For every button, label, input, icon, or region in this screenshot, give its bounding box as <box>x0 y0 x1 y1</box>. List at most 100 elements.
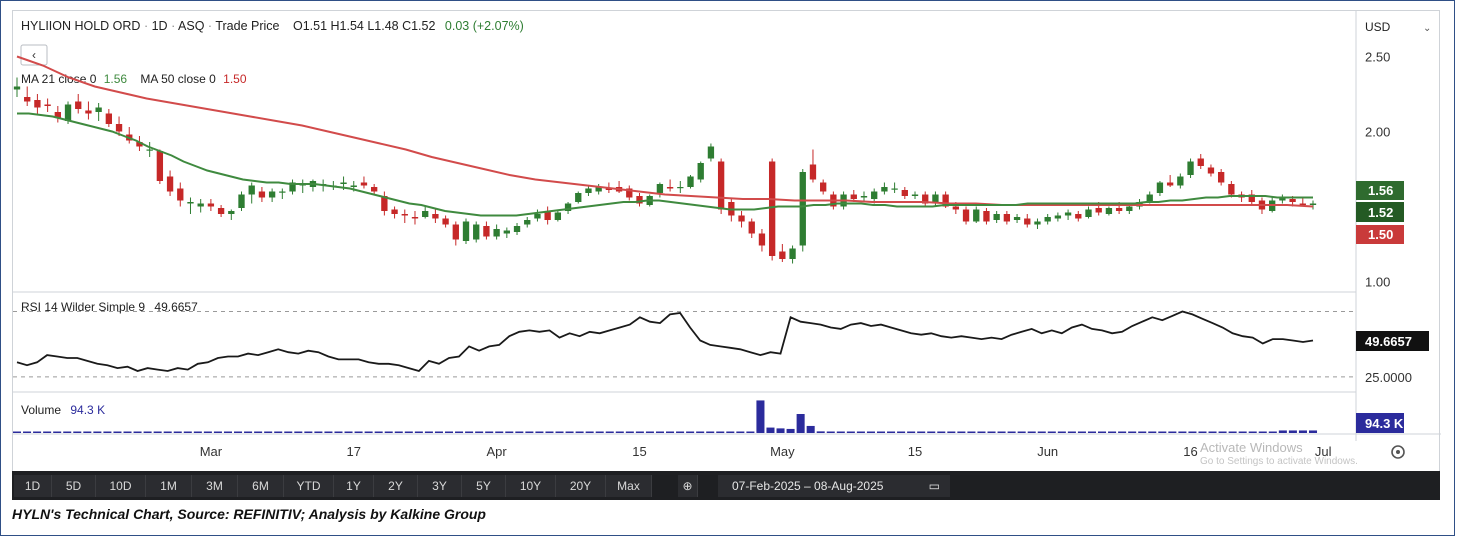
candle-body <box>289 182 296 192</box>
date-range-text: 07-Feb-2025 – 08-Aug-2025 <box>732 479 884 493</box>
timeframe-button-max[interactable]: Max <box>606 475 652 497</box>
volume-bar <box>726 431 735 433</box>
volume-bar <box>12 431 22 433</box>
volume-bar <box>43 431 52 433</box>
timeframe-button-1d[interactable]: 1D <box>14 475 52 497</box>
timeframe-button-5d[interactable]: 5D <box>52 475 96 497</box>
time-tick-label: Mar <box>200 444 223 459</box>
candle-body <box>1156 182 1164 193</box>
settings-gear-icon[interactable] <box>1391 445 1405 459</box>
ma50-badge <box>1356 225 1404 244</box>
timeframe-button-10y[interactable]: 10Y <box>506 475 556 497</box>
timeframe-button-3m[interactable]: 3M <box>192 475 238 497</box>
ma21-badge-text: 1.56 <box>1368 183 1393 198</box>
timeframe-button-1m[interactable]: 1M <box>146 475 192 497</box>
volume-bar <box>625 431 634 433</box>
candle-body <box>1013 217 1021 220</box>
time-tick-label: Apr <box>487 444 508 459</box>
candle-body <box>85 110 92 114</box>
timeframe-button-20y[interactable]: 20Y <box>556 475 606 497</box>
candle-body <box>1177 176 1184 186</box>
candle-body <box>1075 214 1082 219</box>
volume-bar <box>475 431 484 433</box>
candle-body <box>585 188 592 193</box>
close-badge-text: 1.52 <box>1368 205 1393 220</box>
candle-body <box>901 190 908 196</box>
candle-body <box>636 196 643 204</box>
candle-body <box>1095 208 1102 213</box>
candle-body <box>738 215 745 222</box>
candle-body <box>748 221 755 234</box>
volume-bar <box>525 431 534 433</box>
volume-bar <box>1037 431 1046 433</box>
volume-bar <box>696 431 705 433</box>
volume-bar <box>676 431 685 433</box>
volume-bar <box>133 431 142 433</box>
candle-body <box>187 202 194 204</box>
candle-body <box>381 196 388 211</box>
volume-bar <box>515 431 524 433</box>
volume-bar <box>1108 431 1117 433</box>
volume-bar <box>987 431 996 433</box>
volume-bar <box>414 431 423 433</box>
timeframe-button-3y[interactable]: 3Y <box>418 475 462 497</box>
volume-bar <box>796 414 805 433</box>
candle-body <box>911 194 919 196</box>
candle-body <box>442 218 449 225</box>
timeframe-button-2y[interactable]: 2Y <box>374 475 418 497</box>
candle-body <box>1105 208 1113 214</box>
volume-bar <box>947 431 956 433</box>
volume-bar <box>605 431 614 433</box>
volume-bar <box>666 431 675 433</box>
chart-svg[interactable]: HYLIION HOLD ORD · 1D · ASQ · Trade Pric… <box>12 11 1441 471</box>
timeframe-button-1y[interactable]: 1Y <box>334 475 374 497</box>
volume-bar <box>1077 431 1086 433</box>
timeframe-button-5y[interactable]: 5Y <box>462 475 506 497</box>
volume-bar <box>1118 431 1127 433</box>
volume-bar <box>33 431 42 433</box>
candle-body <box>860 196 868 198</box>
calendar-icon[interactable]: ▭ <box>928 479 940 493</box>
timeframe-button-ytd[interactable]: YTD <box>284 475 334 497</box>
volume-bar <box>1047 431 1056 433</box>
volume-bar <box>434 431 443 433</box>
volume-bar <box>555 431 564 433</box>
chevron-down-icon[interactable]: ⌄ <box>1423 23 1431 34</box>
currency-label[interactable]: USD <box>1365 20 1391 34</box>
volume-bar <box>1228 431 1237 433</box>
volume-bar <box>907 431 916 433</box>
volume-bar <box>63 431 72 433</box>
volume-bar <box>183 431 192 433</box>
volume-bar <box>1298 430 1307 433</box>
candle-body <box>391 209 398 214</box>
candle-body <box>656 184 664 193</box>
rsi-badge <box>1356 331 1429 351</box>
volume-bar <box>826 431 835 433</box>
add-timeframe-button[interactable]: ⊕ <box>678 475 698 497</box>
candle-body <box>952 206 959 210</box>
candle-body <box>871 191 878 199</box>
volume-bar <box>103 431 112 433</box>
volume-bar <box>324 431 333 433</box>
timeframe-button-10d[interactable]: 10D <box>96 475 146 497</box>
candle-body <box>64 104 72 121</box>
timeframe-toolbar: 1D 5D 10D 1M 3M 6M YTD 1Y 2Y 3Y 5Y 10Y 20Y Max ⊕ 07-F… <box>12 471 1440 500</box>
volume-bar <box>635 431 644 433</box>
volume-bar <box>374 431 383 433</box>
timeframe-button-6m[interactable]: 6M <box>238 475 284 497</box>
volume-bar <box>234 431 243 433</box>
candle-body <box>1064 212 1072 216</box>
volume-bar <box>1258 431 1267 433</box>
volume-bar <box>997 431 1006 433</box>
candle-body <box>411 217 419 219</box>
candle-body <box>24 97 31 102</box>
date-range-selector[interactable]: 07-Feb-2025 – 08-Aug-2025 ▭ <box>718 475 950 497</box>
candle-body <box>136 142 143 147</box>
volume-bar <box>83 431 92 433</box>
candle-body <box>768 161 776 256</box>
volume-bar <box>314 431 323 433</box>
volume-bar <box>465 431 474 433</box>
candle-body <box>820 182 827 192</box>
volume-bar <box>1268 431 1277 433</box>
candle-body <box>1197 158 1204 166</box>
